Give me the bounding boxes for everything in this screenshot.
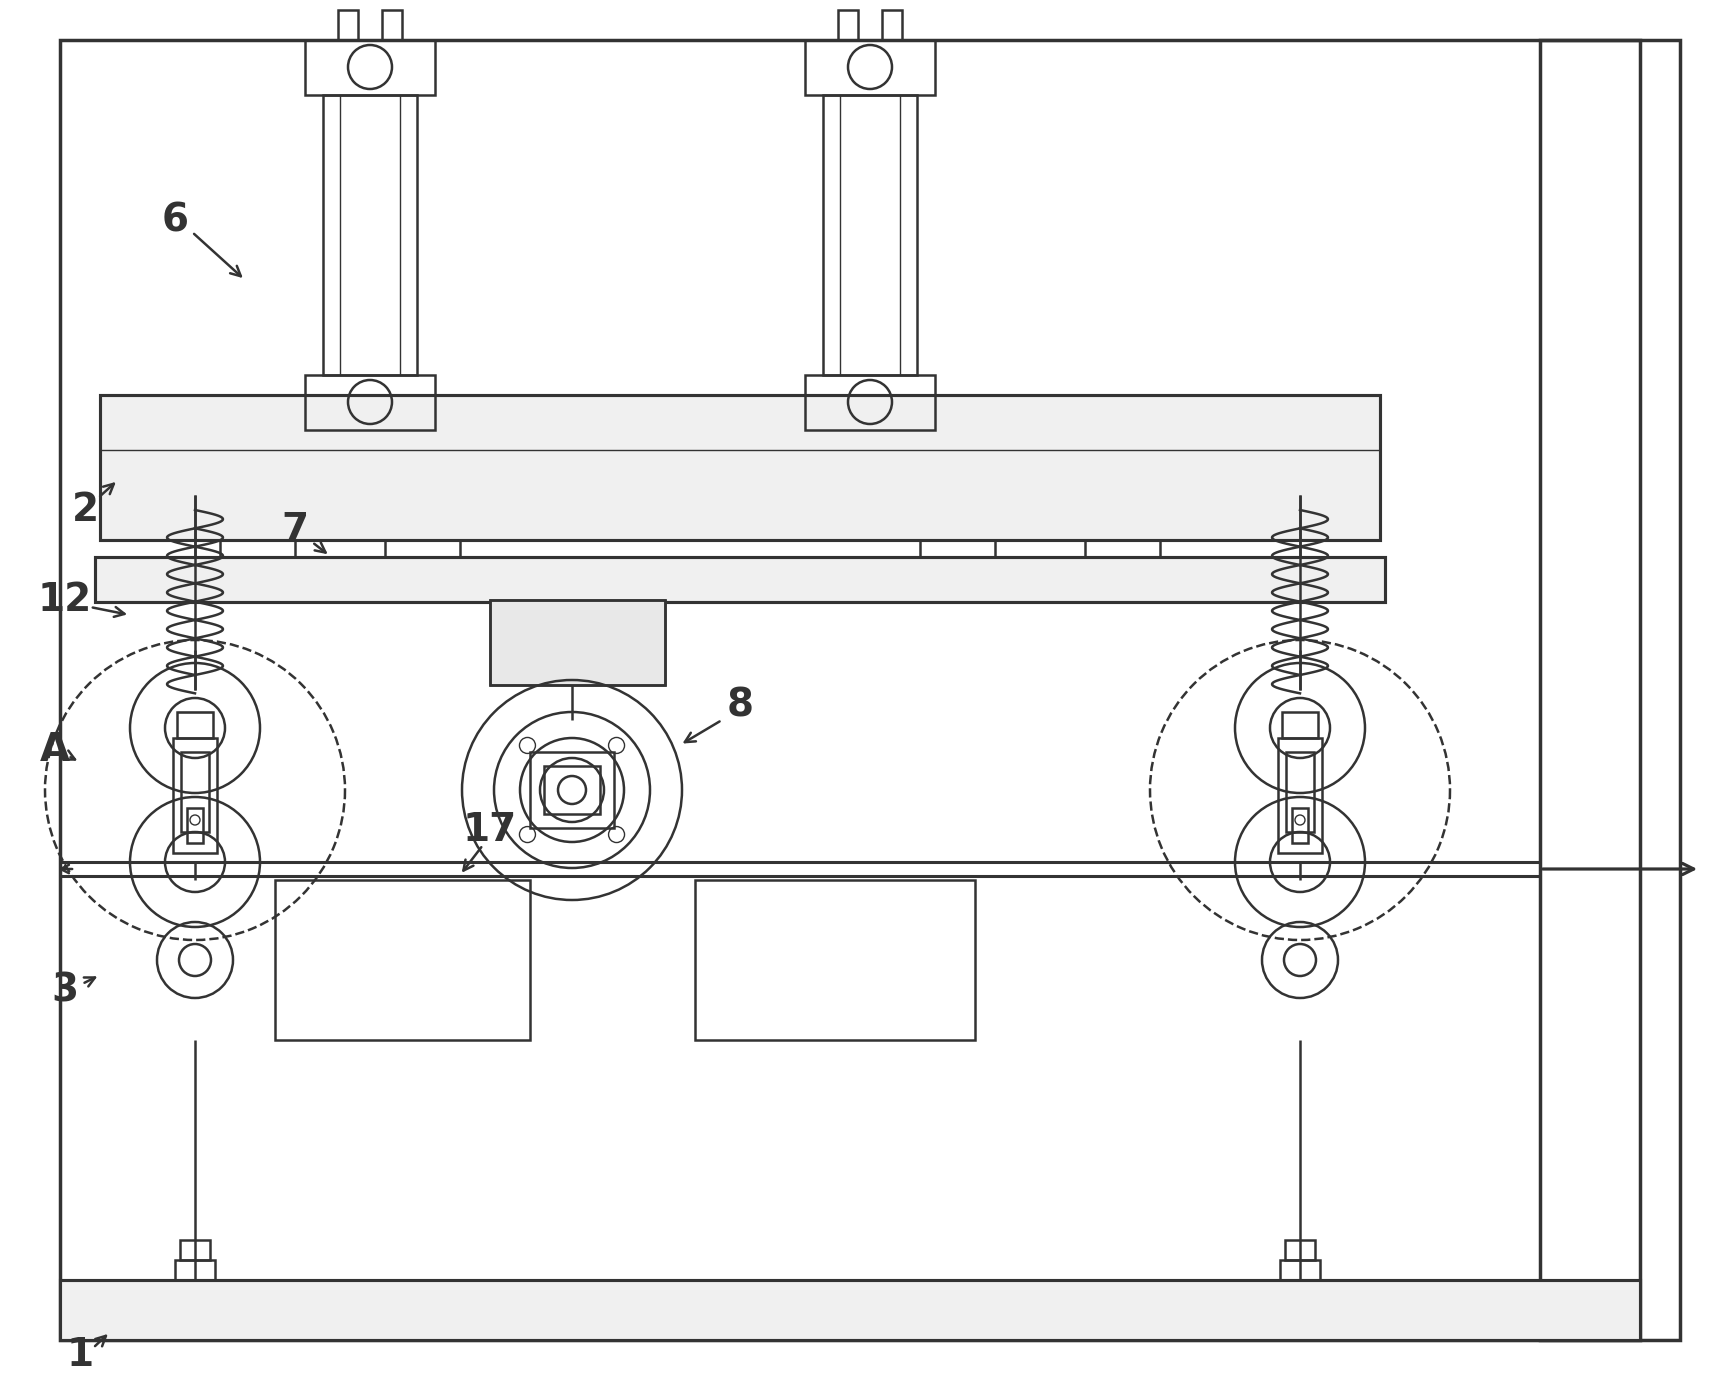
Text: 17: 17 [462,811,517,849]
Bar [450,570,471,589]
Bar [61,1280,1638,1339]
Bar [1278,1260,1320,1280]
Bar [173,738,216,854]
Text: 6: 6 [161,201,189,239]
Bar [180,1239,209,1260]
Bar [61,1280,1638,1339]
Bar [176,712,213,738]
Bar [1149,570,1169,589]
Bar [1282,712,1317,738]
Bar [182,752,209,831]
Bar [882,10,901,40]
Bar [804,40,934,94]
Bar [910,570,929,589]
Bar [304,375,434,430]
Text: 2: 2 [71,491,99,529]
Text: 8: 8 [727,686,753,725]
Bar [209,570,230,589]
Bar [100,396,1379,540]
Bar [804,375,934,430]
Bar [529,752,614,829]
Bar [1285,752,1313,831]
Bar [187,808,202,843]
Bar [1284,1239,1315,1260]
Bar [1277,738,1322,854]
Bar [543,766,600,813]
Bar [695,880,974,1040]
Bar [1540,40,1680,1339]
Bar [1074,570,1095,589]
Bar [822,94,917,375]
Bar [984,570,1005,589]
Bar [275,880,529,1040]
Bar [175,1260,215,1280]
Bar [324,94,417,375]
Bar [285,570,304,589]
Bar [837,10,858,40]
Bar [490,600,664,686]
Text: 3: 3 [52,972,78,1009]
Text: 12: 12 [38,582,92,619]
Bar [100,396,1379,540]
Text: A: A [40,731,69,769]
Bar [337,10,358,40]
Bar [304,40,434,94]
Text: 1: 1 [66,1337,93,1374]
Bar [490,600,664,686]
Bar [95,557,1384,602]
Bar [95,557,1384,602]
Bar [375,570,394,589]
Bar [382,10,401,40]
Text: 7: 7 [282,511,308,550]
Bar [1291,808,1308,843]
